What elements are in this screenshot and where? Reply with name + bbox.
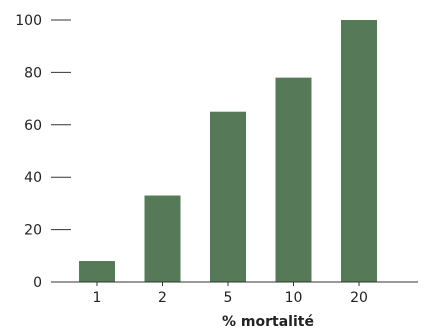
bar — [79, 261, 115, 282]
y-tick-label: 60 — [24, 118, 42, 134]
y-tick-label: 80 — [24, 65, 42, 81]
y-tick-label: 20 — [24, 223, 42, 239]
y-tick-label: 40 — [24, 170, 42, 186]
y-tick-label: 0 — [33, 275, 42, 291]
x-tick-label: 5 — [224, 290, 233, 306]
bar — [275, 77, 312, 282]
x-tick-label: 2 — [158, 290, 167, 306]
x-tick-label: 10 — [285, 290, 303, 306]
y-tick-label: 100 — [15, 13, 42, 29]
x-axis: 1 2 5 10 20 — [93, 282, 368, 306]
x-axis-title: % mortalité — [222, 314, 314, 330]
y-axis: 0 20 40 60 80 100 — [15, 13, 71, 291]
bar — [341, 20, 377, 282]
bar — [210, 111, 246, 282]
x-tick-label: 1 — [93, 290, 102, 306]
bar — [144, 195, 181, 282]
bars — [79, 20, 377, 282]
x-tick-label: 20 — [350, 290, 368, 306]
